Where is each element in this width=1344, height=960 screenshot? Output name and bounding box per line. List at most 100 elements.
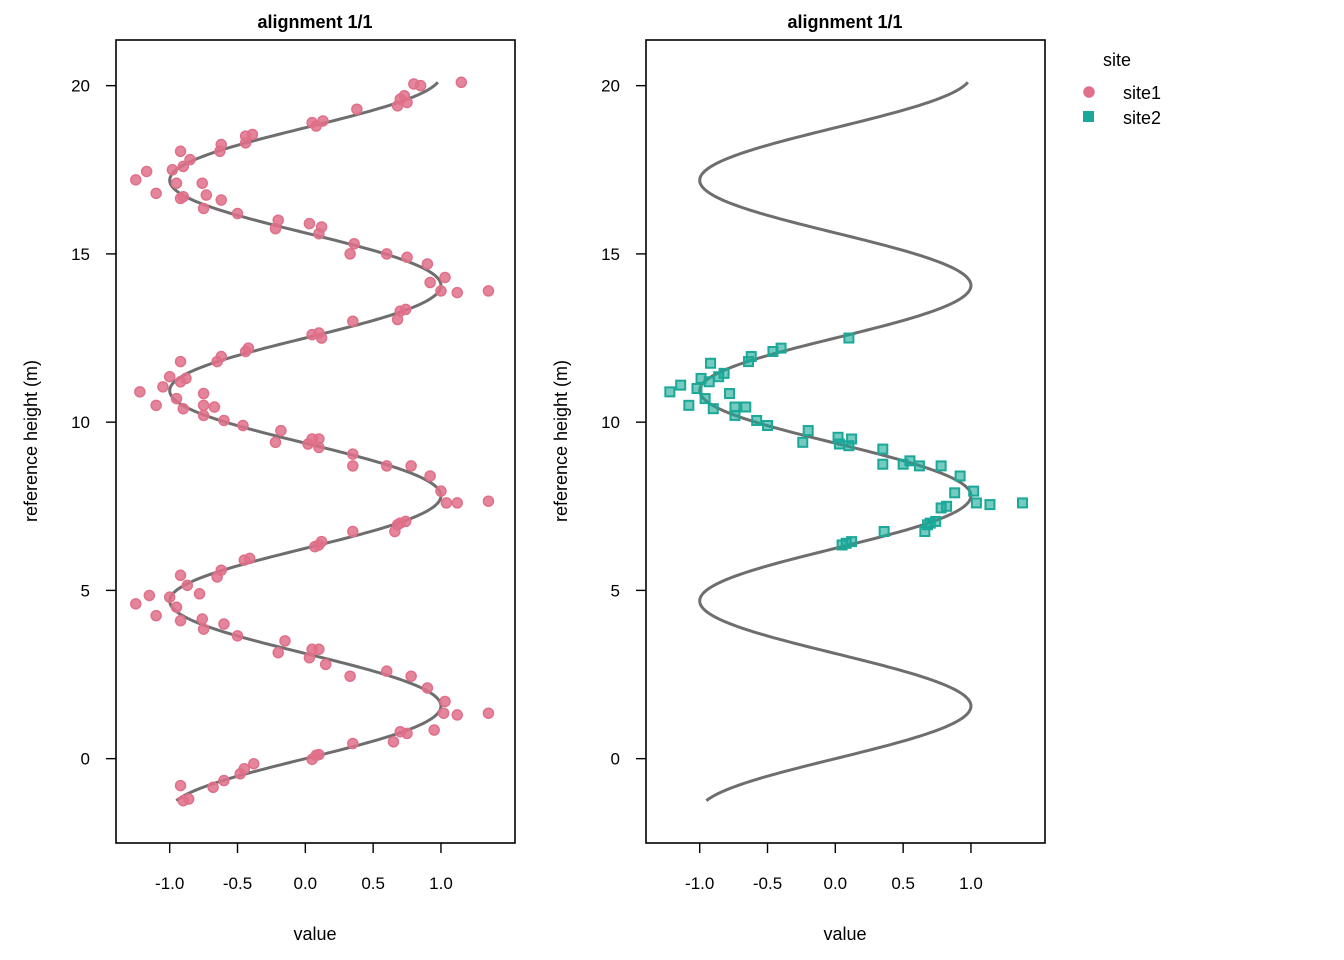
point-site1 [163,591,176,603]
point-site1 [180,372,192,385]
y-tick-label: 0 [81,750,90,769]
point-site1 [272,646,284,659]
point-site2 [797,436,809,448]
point-site1 [197,399,210,412]
point-site1 [317,115,329,127]
point-site1 [315,332,328,344]
point-site2 [762,420,774,432]
point-site1 [424,470,436,482]
x-tick-label: -0.5 [223,874,252,893]
point-site1 [197,623,210,635]
point-site1 [215,350,227,363]
point-site1 [197,202,210,215]
x-tick-label: -0.5 [753,874,782,893]
point-site1 [174,192,187,205]
y-tick-label: 20 [71,77,90,96]
point-site1 [347,460,359,472]
legend: site site1 site2 [1083,50,1161,128]
point-site1 [455,76,468,89]
legend-item-site2: site2 [1083,108,1161,128]
point-site1 [421,258,434,270]
point-site1 [344,670,356,682]
y-tick-label: 5 [611,581,620,600]
point-site1 [218,414,230,427]
point-site2 [833,438,845,450]
point-site1 [399,303,412,316]
point-site1 [428,724,440,736]
point-site2 [675,379,687,391]
point-site1 [170,601,183,613]
point-site1 [344,248,356,260]
legend-title: site [1103,50,1131,70]
point-site1 [166,164,179,176]
y-tick-label: 15 [601,245,620,264]
point-site2 [705,357,717,369]
point-site2 [775,342,787,354]
point-site1 [208,401,221,413]
legend-marker-circle [1083,86,1095,98]
point-site1 [170,392,183,405]
point-site2 [846,433,858,445]
point-site1 [143,589,156,602]
y-tick-label: 10 [601,413,620,432]
point-site2 [970,497,982,509]
y-tick-label: 0 [611,750,620,769]
plot-frame [115,39,516,844]
point-site1 [482,285,495,297]
panel-site2: alignment 1/1 -1.0 -0.5 0.0 0.5 1.005101520 … [551,12,1046,944]
point-site1 [150,399,162,412]
point-site2 [954,470,966,482]
point-site1 [215,564,227,576]
plot-frame [645,39,1046,844]
point-site1 [196,177,208,189]
point-site1 [174,355,187,368]
point-site1 [313,643,325,656]
point-site2 [751,414,763,426]
y-axis-title: reference height (m) [21,360,41,522]
point-site1 [243,552,256,565]
point-site1 [421,682,434,694]
point-site1 [405,460,417,472]
legend-marker-square [1083,111,1094,122]
point-site1 [405,670,417,682]
point-site2 [843,332,855,344]
point-site2 [740,401,752,413]
point-site1 [435,485,447,497]
y-tick-label: 20 [601,77,620,96]
reference-curve [698,81,973,802]
point-site1 [163,370,176,383]
x-tick-label: 0.0 [294,874,318,893]
point-site1 [315,535,328,548]
point-site2 [802,425,814,437]
point-site1 [389,525,401,538]
point-site1 [439,695,451,708]
legend-item-site1: site1 [1083,83,1161,103]
axes: -1.0 -0.5 0.0 0.5 1.0 0 5 10 15 20 [71,77,453,893]
point-site2 [904,455,916,467]
reference-curve [168,81,443,802]
point-site1 [272,214,284,227]
panel-title: alignment 1/1 [257,12,372,32]
point-site1 [347,737,359,750]
point-site2 [930,515,942,527]
point-site1 [231,207,244,220]
point-site1 [347,525,359,538]
point-site1 [134,386,146,398]
point-site1 [451,497,463,509]
x-tick-label: -1.0 [155,874,184,893]
x-tick-label: -1.0 [685,874,714,893]
point-site1 [387,736,400,748]
point-site2 [718,367,730,379]
point-site1 [380,248,393,260]
point-site2 [691,383,703,395]
point-site2 [695,372,707,384]
point-site1 [414,79,427,92]
point-site1 [237,419,249,432]
point-site1 [140,165,153,178]
point-site1 [424,276,436,289]
point-site1 [435,285,447,297]
point-site2 [707,403,719,415]
x-tick-label: 1.0 [959,874,983,893]
point-site1 [177,794,190,807]
